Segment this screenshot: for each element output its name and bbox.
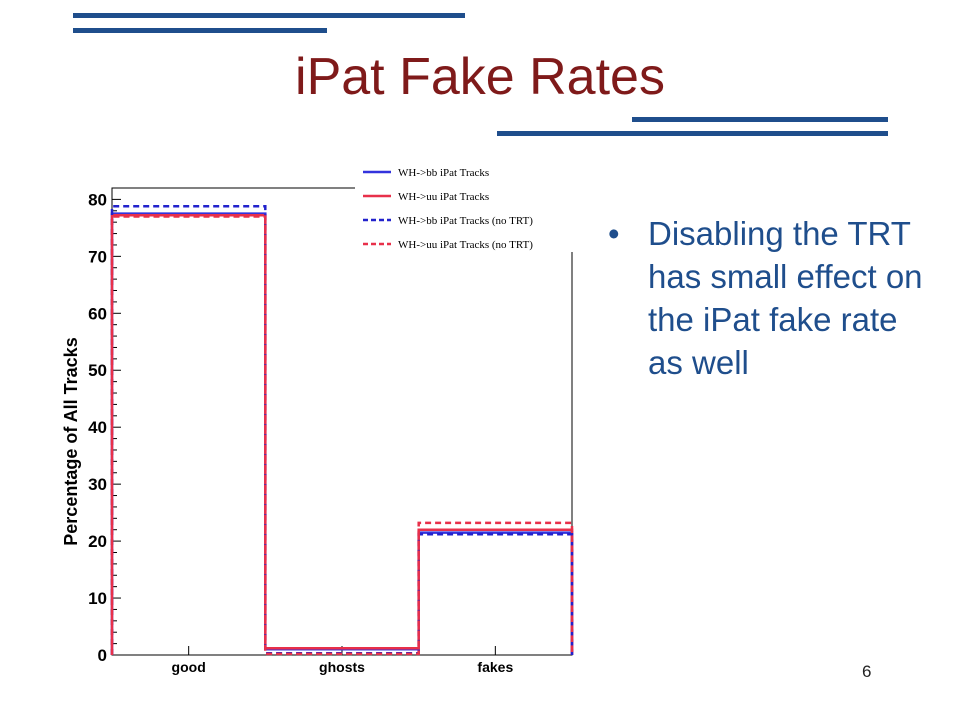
y-tick-label: 20	[88, 532, 107, 551]
series-line-3	[110, 215, 574, 656]
bullet-text: Disabling the TRT has small effect on th…	[648, 215, 923, 381]
bullet-dot: •	[608, 215, 620, 252]
title-deco-line-top-short	[73, 28, 327, 33]
legend-box	[355, 160, 577, 252]
y-tick-label: 70	[88, 247, 107, 266]
y-axis-label: Percentage of All Tracks	[61, 337, 81, 545]
series-line-0	[110, 212, 574, 655]
y-tick-label: 10	[88, 589, 107, 608]
legend-entry-0: WH->bb iPat Tracks	[398, 167, 489, 179]
slide-title: iPat Fake Rates	[295, 48, 665, 106]
x-tick-label-ghosts: ghosts	[319, 659, 365, 675]
bullet-item: • Disabling the TRT has small effect on …	[608, 212, 938, 384]
x-tick-label-fakes: fakes	[477, 659, 513, 675]
y-tick-label: 60	[88, 304, 107, 323]
title-deco-line-bottom-short	[632, 117, 888, 122]
y-tick-label: 0	[98, 646, 107, 665]
legend-entry-2: WH->bb iPat Tracks (no TRT)	[398, 215, 533, 227]
legend: WH->bb iPat Tracks WH->uu iPat Tracks WH->…	[355, 160, 577, 252]
y-tick-label: 40	[88, 418, 107, 437]
legend-entry-1: WH->uu iPat Tracks	[398, 191, 489, 203]
legend-entry-3: WH->uu iPat Tracks (no TRT)	[398, 239, 533, 251]
histogram-chart: 0 10 20 30 40 50 60 70 80 Percentage of All Track…	[61, 160, 577, 675]
series-line-1	[110, 214, 574, 655]
title-deco-line-top-long	[73, 13, 465, 18]
x-tick-label-good: good	[172, 659, 206, 675]
series-line-2	[110, 204, 574, 655]
title-deco-line-bottom-long	[497, 131, 888, 136]
y-tick-label: 80	[88, 190, 107, 209]
plot-frame	[111, 187, 573, 656]
page-number: 6	[862, 662, 872, 681]
y-tick-label: 30	[88, 475, 107, 494]
y-tick-label: 50	[88, 361, 107, 380]
